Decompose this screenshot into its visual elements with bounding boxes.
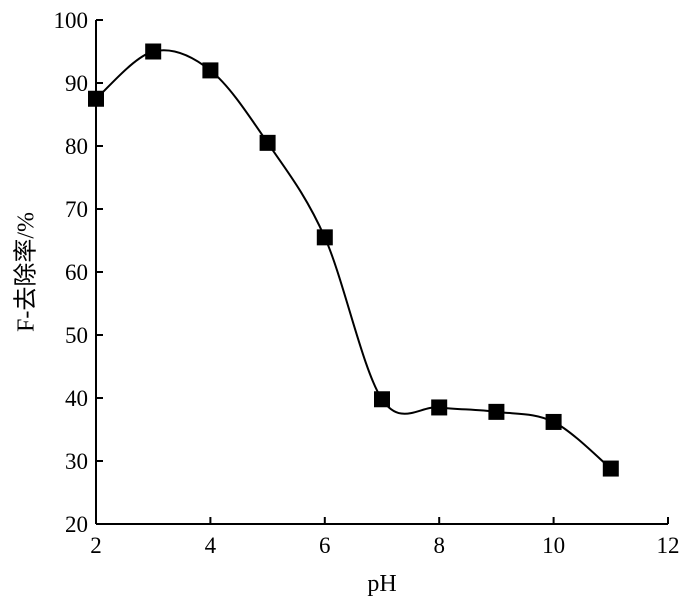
y-tick-label: 100 (54, 8, 89, 33)
data-point (316, 229, 333, 246)
y-tick-label: 60 (65, 260, 88, 285)
x-tick-label: 4 (205, 533, 217, 558)
y-tick-label: 20 (65, 512, 88, 537)
y-axis-title: F-去除率/% (13, 212, 40, 332)
data-point (602, 460, 619, 477)
data-point (145, 43, 162, 60)
x-axis-ticks: 2 4 6 8 10 12 (90, 517, 680, 558)
series-line (95, 49, 612, 470)
data-point (488, 403, 505, 420)
y-tick-label: 90 (65, 71, 88, 96)
x-tick-label: 6 (319, 533, 331, 558)
x-tick-label: 8 (433, 533, 445, 558)
x-tick-label: 10 (542, 533, 565, 558)
data-point (259, 134, 276, 151)
y-axis-ticks: 20 30 40 50 60 70 80 90 100 (54, 8, 103, 537)
series-markers (88, 43, 619, 477)
data-point (202, 62, 219, 79)
y-tick-label: 80 (65, 134, 88, 159)
y-tick-label: 70 (65, 197, 88, 222)
y-tick-label: 30 (65, 449, 88, 474)
x-axis-title: pH (367, 571, 396, 597)
data-point (374, 391, 390, 408)
chart-axes (95, 20, 668, 525)
data-point (88, 90, 104, 107)
data-point (431, 399, 448, 416)
x-tick-label: 2 (90, 533, 102, 558)
y-tick-label: 50 (65, 323, 88, 348)
data-point (545, 413, 562, 430)
y-tick-label: 40 (65, 386, 88, 411)
x-tick-label: 12 (657, 533, 680, 558)
